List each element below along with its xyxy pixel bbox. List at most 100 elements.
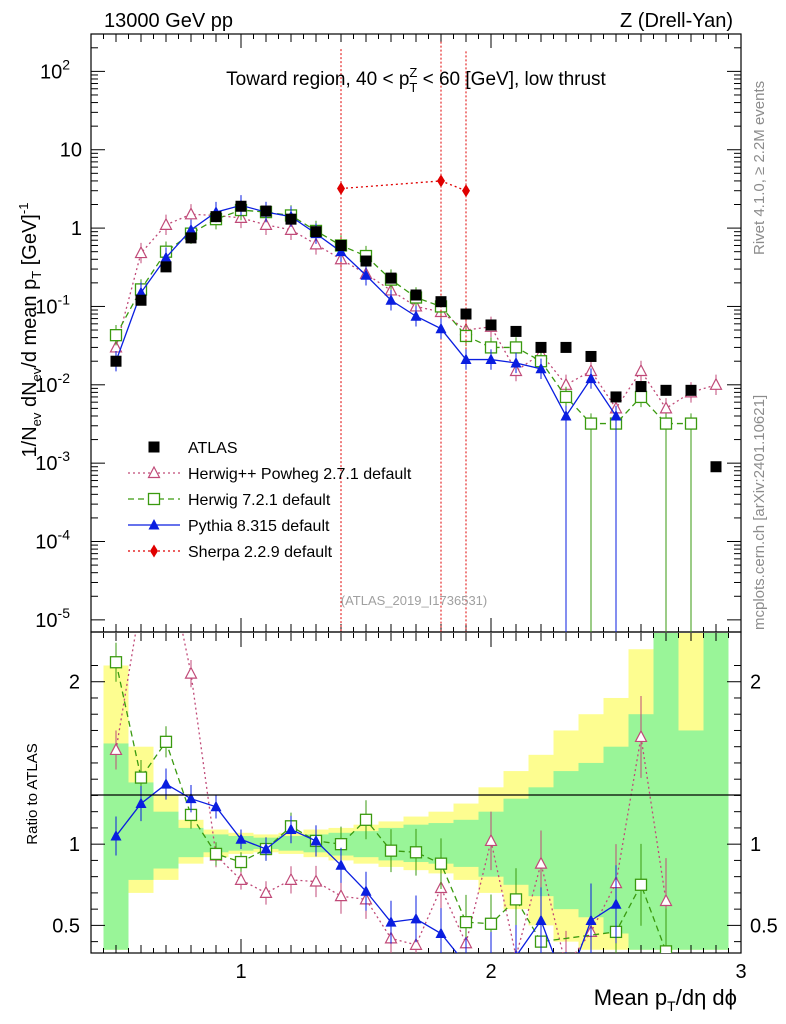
- ratio-point: [509, 893, 523, 906]
- x-axis-label: Mean pT/dη dϕ: [594, 985, 737, 1014]
- analysis-id: (ATLAS_2019_I1736531): [341, 593, 487, 608]
- rivet-label: Rivet 4.1.0, ≥ 2.2M events: [751, 81, 768, 255]
- data-point: [585, 350, 597, 362]
- data-point: [560, 341, 572, 353]
- data-point: [159, 217, 173, 230]
- data-point: [235, 200, 247, 212]
- data-point: [259, 217, 273, 230]
- legend-label: Pythia 8.315 default: [188, 518, 330, 535]
- ratio-point: [659, 893, 673, 907]
- main-y-axis-label: 1/Nev dNev/d mean pT [GeV]-1: [16, 203, 44, 458]
- data-point: [135, 294, 147, 306]
- y-tick-exponent: -3: [58, 448, 71, 464]
- plot-title: Toward region, 40 < pZ T < 60 [GeV], low …: [226, 65, 606, 95]
- ratio-point: [284, 872, 298, 886]
- data-point: [160, 261, 172, 273]
- x-tick-label: 3: [735, 961, 746, 983]
- legend-marker: [150, 544, 158, 558]
- y-tick-exponent: 2: [62, 56, 70, 72]
- ratio-y-tick-label: 2: [69, 672, 80, 694]
- y-tick-label: 10: [60, 140, 82, 162]
- ratio-point: [285, 823, 297, 835]
- band-green: [703, 633, 729, 950]
- data-point: [310, 226, 322, 238]
- series-sherpa: [337, 41, 470, 632]
- band-green: [678, 730, 704, 950]
- ratio-point: [109, 656, 123, 669]
- data-point: [435, 296, 447, 308]
- ratio-point: [235, 833, 247, 844]
- ratio-point: [459, 915, 473, 929]
- data-point: [710, 461, 722, 473]
- series-atlas: [110, 200, 722, 473]
- data-point: [360, 269, 372, 280]
- data-point: [184, 207, 198, 220]
- band-green: [153, 811, 179, 869]
- ratio-y-tick-label: 0.5: [52, 915, 80, 937]
- series-herwig: [109, 199, 698, 632]
- y-tick-exponent: -2: [58, 370, 71, 386]
- ratio-y-tick-label-right: 1: [750, 834, 761, 856]
- main-plot-frame: [90, 33, 742, 633]
- ratio-point: [484, 917, 498, 930]
- data-point: [509, 341, 523, 354]
- ratio-point: [385, 916, 397, 927]
- data-point: [634, 363, 648, 377]
- data-point: [185, 223, 197, 235]
- ratio-point: [634, 729, 648, 743]
- ratio-point: [334, 888, 348, 902]
- ratio-point: [209, 847, 223, 861]
- ratio-point: [185, 792, 197, 804]
- data-point: [685, 384, 697, 396]
- data-point: [559, 390, 573, 404]
- ratio-point: [434, 857, 448, 870]
- band-green: [553, 771, 579, 910]
- data-point: [610, 409, 622, 421]
- ratio-point: [535, 914, 547, 926]
- ratio-point: [310, 834, 322, 846]
- ratio-point: [160, 778, 172, 789]
- data-point: [585, 372, 597, 384]
- data-point: [684, 417, 698, 430]
- data-point: [460, 353, 472, 365]
- data-point: [560, 409, 572, 421]
- y-tick-label: 10-1: [35, 291, 70, 318]
- legend-entry: Pythia 8.315 default: [128, 518, 330, 535]
- legend-label: Herwig++ Powheg 2.7.1 default: [188, 466, 412, 483]
- legend-label: ATLAS: [188, 440, 238, 457]
- ratio-point: [659, 945, 673, 953]
- ratio-y-tick-label-right: 0.5: [750, 915, 778, 937]
- ratio-y-tick-label-right: 2: [750, 672, 761, 694]
- data-point: [109, 329, 123, 342]
- ratio-point: [210, 800, 222, 812]
- main-series: [109, 41, 723, 632]
- data-point: [110, 355, 122, 367]
- data-point: [337, 182, 345, 196]
- ratio-point: [184, 666, 198, 679]
- ratio-point: [610, 898, 622, 909]
- data-point: [659, 417, 673, 430]
- ratio-point: [335, 859, 347, 870]
- ratio-point: [561, 981, 572, 992]
- data-point: [410, 289, 422, 301]
- ratio-point: [234, 855, 248, 869]
- header-left: 13000 GeV pp: [104, 10, 233, 32]
- ratio-point: [136, 595, 147, 606]
- data-point: [634, 390, 648, 404]
- data-point: [660, 384, 672, 396]
- data-point: [709, 377, 723, 390]
- ratio-point: [260, 843, 272, 854]
- ratio-point: [360, 885, 372, 896]
- ratio-uncertainty-bands: [103, 633, 729, 950]
- ratio-point: [159, 735, 173, 748]
- ratio-y-tick-label: 1: [69, 834, 80, 856]
- legend-entry: ATLAS: [148, 440, 238, 457]
- legend-entry: Herwig 7.2.1 default: [128, 492, 331, 509]
- data-point: [610, 391, 622, 403]
- ratio-point: [514, 950, 518, 953]
- header-right: Z (Drell-Yan): [620, 10, 733, 32]
- ratio-point: [534, 856, 548, 869]
- data-point: [535, 362, 547, 374]
- y-tick-exponent: -5: [58, 605, 71, 621]
- data-point: [485, 319, 497, 331]
